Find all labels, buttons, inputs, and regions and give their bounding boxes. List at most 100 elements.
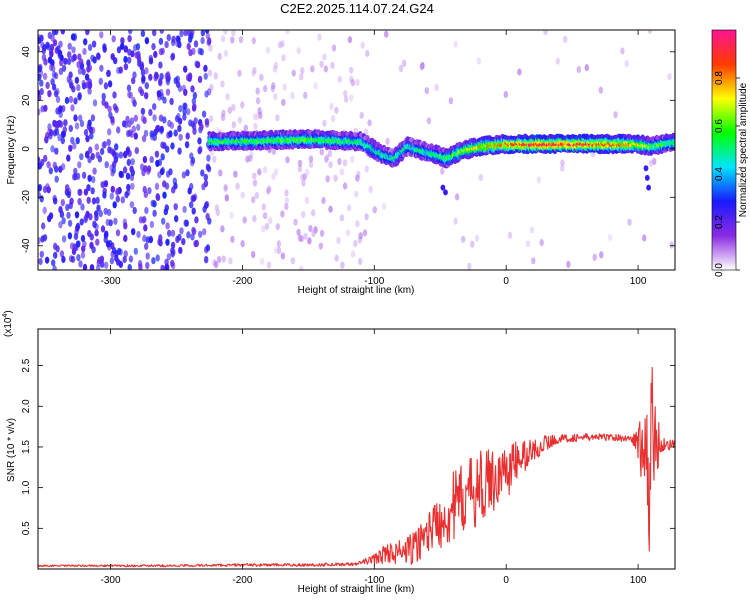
spectrogram-cell (167, 119, 172, 128)
spectrogram-cell (67, 51, 72, 59)
spectrogram-cell (75, 240, 81, 248)
spectrogram-cell (539, 238, 544, 247)
spectrogram-cell (87, 43, 93, 52)
spectrogram-cell (358, 232, 363, 240)
spectrogram-cell (191, 47, 196, 56)
spectrogram-cell (83, 38, 88, 46)
spectrogram-cell (372, 206, 377, 214)
spectrogram-cell (107, 80, 113, 88)
spectrogram-cell (78, 260, 83, 268)
spectrogram-cell (355, 78, 360, 86)
spectrogram-cell (98, 210, 103, 218)
spectrogram-cell (60, 30, 65, 35)
spectrogram-cell (74, 228, 79, 236)
spectrogram-cell (198, 145, 203, 153)
spectrogram-cell (129, 201, 135, 209)
spectrogram-cell (61, 64, 67, 72)
spectrogram-cell (55, 88, 60, 96)
spectrogram-cell (60, 163, 66, 171)
spectrogram-cell (334, 106, 339, 114)
spectrogram-cell (190, 30, 195, 36)
spectrogram-cell (159, 127, 164, 135)
x-tick-label: 0 (503, 575, 509, 586)
spectrogram-cell (106, 138, 111, 146)
spectrogram-cell (72, 142, 77, 150)
spectrogram-cell (152, 103, 157, 111)
spectrogram-cell (38, 191, 41, 199)
spectrogram-cell (76, 254, 81, 262)
spectrogram-cell (110, 118, 115, 126)
spectrogram-cell (328, 161, 333, 169)
spectrogram-cell (111, 247, 117, 255)
spectrogram-cell (89, 132, 94, 140)
spectrogram-cell (40, 105, 45, 113)
spectrogram-cell (566, 260, 571, 268)
spectrogram-cell (296, 228, 301, 236)
spectrogram-cell (101, 141, 107, 149)
spectrogram-cell (257, 168, 262, 176)
spectrogram-cell (60, 130, 66, 138)
spectrogram-cell (190, 159, 195, 167)
spectrogram-cell (67, 219, 73, 227)
spectrogram-cell (215, 209, 220, 217)
spectrogram-cell (81, 68, 86, 76)
spectrogram-cell (297, 234, 303, 242)
spectrogram-cell (183, 30, 188, 37)
spectrogram-cell (331, 44, 337, 52)
spectrogram-cell (100, 225, 106, 233)
spectrogram-cell (71, 46, 76, 54)
spectrogram-cell (57, 134, 62, 142)
spectrogram-cell (108, 111, 113, 119)
spectrogram-cell (181, 238, 186, 246)
spectrogram-cell (61, 217, 66, 225)
spectrogram-cell (276, 240, 282, 248)
spectrogram-cell (160, 141, 165, 149)
spectrogram-cell (74, 76, 80, 84)
spectrogram-cell (181, 171, 187, 179)
spectrogram-cell (308, 155, 314, 163)
spectrogram-cell (426, 117, 432, 125)
spectrogram-cell (170, 52, 176, 60)
spectrogram-cell (99, 31, 104, 39)
spectrogram-x-ticks: -300 -200 -100 0 100 (101, 30, 647, 287)
spectrogram-cell (252, 172, 257, 180)
spectrogram-cell (301, 211, 306, 219)
spectrogram-cell (113, 156, 119, 164)
spectrogram-cell (47, 215, 52, 223)
spectrogram-cell (84, 73, 90, 81)
spectrogram-cell (350, 155, 355, 163)
spectrogram-cell (189, 152, 194, 160)
spectrogram-cell (38, 36, 42, 44)
spectrogram-cell (52, 161, 57, 169)
spectrogram-cell (118, 248, 123, 256)
spectrogram-cell (291, 69, 296, 77)
spectrogram-cell (648, 159, 654, 167)
x-tick-label: -100 (364, 575, 384, 586)
spectrogram-cell (104, 161, 109, 169)
spectrogram-cell (190, 194, 195, 203)
spectrogram-cell (112, 91, 117, 99)
spectrogram-cell (89, 233, 95, 241)
spectrogram-cell (367, 119, 372, 127)
spectrogram-cell (158, 61, 163, 69)
spectrogram-cell (672, 133, 675, 139)
snr-panel: -300 -200 -100 0 100 0.5 1.0 1.5 2.0 2.5 Height … (2, 310, 676, 595)
spectrogram-cell (63, 57, 68, 65)
spectrogram-cell (185, 132, 190, 140)
spectrogram-cell (145, 252, 150, 260)
spectrogram-cell (155, 254, 160, 262)
spectrogram-cell (183, 102, 188, 110)
spectrogram-cell (203, 64, 208, 72)
spectrogram-cell (58, 67, 64, 75)
spectrogram-cell (300, 67, 305, 75)
spectrogram-cell (254, 191, 259, 199)
spectrogram-cell (333, 174, 338, 182)
spectrogram-cell (203, 173, 208, 181)
snr-scale-exponent: 4 (2, 314, 9, 318)
spectrogram-cell (103, 207, 108, 215)
spectrogram-cell (41, 47, 46, 55)
spectrogram-cell (264, 222, 270, 231)
y-tick-label: 2.5 (21, 358, 32, 372)
spectrogram-cell (131, 228, 136, 236)
spectrogram-cell (81, 245, 86, 253)
